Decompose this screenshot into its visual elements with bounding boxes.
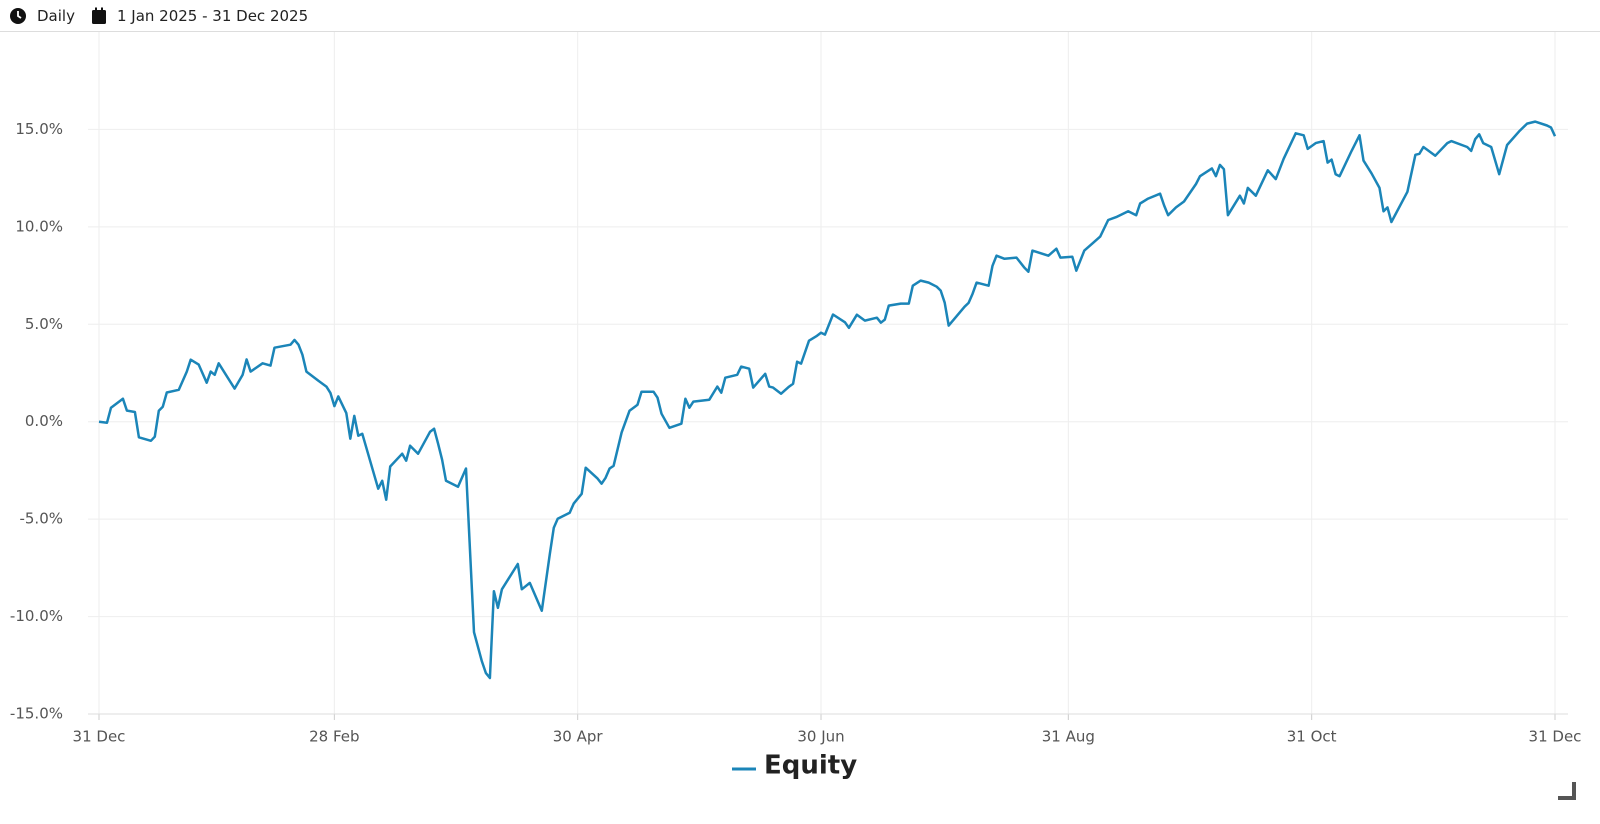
x-tick-label: 30 Jun (797, 728, 844, 746)
calendar-icon (91, 7, 106, 24)
clock-icon (10, 7, 26, 24)
x-tick-label: 31 Oct (1287, 728, 1337, 746)
resize-handle[interactable] (1558, 782, 1576, 800)
frequency-label: Daily (37, 6, 75, 25)
x-tick-label: 30 Apr (553, 728, 604, 746)
toolbar: Daily 1 Jan 2025 - 31 Dec 2025 (0, 0, 1600, 32)
y-tick-label: 15.0% (15, 120, 63, 138)
x-tick-label: 31 Aug (1042, 728, 1095, 746)
legend-label: Equity (764, 751, 857, 781)
y-tick-label: -5.0% (19, 510, 63, 528)
grid (88, 32, 1568, 715)
y-tick-label: 0.0% (25, 412, 63, 430)
date-range-button[interactable]: 1 Jan 2025 - 31 Dec 2025 (91, 7, 308, 25)
y-tick-label: -15.0% (10, 705, 63, 723)
equity-line (98, 120, 1557, 680)
y-tick-label: 10.0% (15, 217, 63, 235)
x-tick-label: 31 Dec (1529, 728, 1582, 746)
x-tick-label: 31 Dec (73, 728, 126, 746)
y-tick-label: -10.0% (10, 607, 63, 625)
frequency-button[interactable]: Daily (9, 7, 75, 25)
x-tick-label: 28 Feb (309, 728, 359, 746)
y-tick-label: 5.0% (25, 315, 63, 333)
date-range-label: 1 Jan 2025 - 31 Dec 2025 (116, 6, 309, 25)
